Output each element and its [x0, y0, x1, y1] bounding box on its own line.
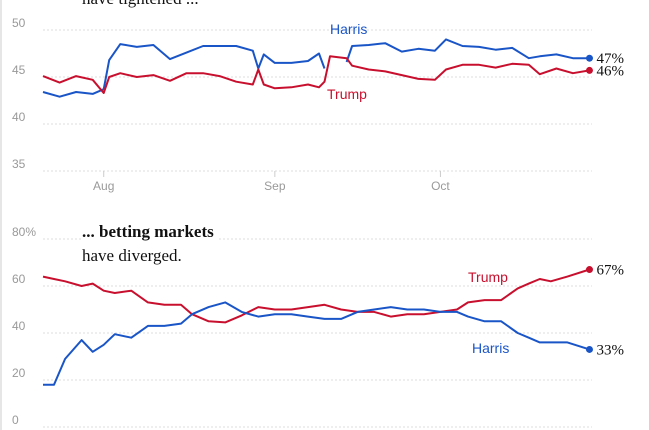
- annotation-top: have tightened ...: [82, 0, 203, 9]
- end-point-harris: [585, 345, 593, 353]
- annotation-bottom-bold: ... betting markets: [82, 221, 218, 242]
- end-value-label: 47%: [596, 51, 624, 67]
- y-tick-label: 50: [12, 16, 26, 30]
- y-tick-label: 60: [12, 272, 26, 286]
- end-point-harris: [585, 54, 593, 62]
- end-point-trump: [585, 66, 593, 74]
- y-tick-label: 45: [12, 63, 26, 77]
- end-value-label: 67%: [596, 263, 624, 279]
- y-tick-label: 40: [12, 110, 26, 124]
- series-label-trump: Trump: [327, 86, 367, 102]
- series-line-harris: [43, 301, 590, 386]
- x-tick-label: Aug: [93, 179, 114, 193]
- y-tick-label: 20: [12, 366, 26, 380]
- series-line-trump: [42, 55, 590, 94]
- end-value-label: 33%: [596, 342, 624, 358]
- series-label-trump: Trump: [468, 269, 508, 285]
- x-tick-label: Oct: [431, 179, 450, 193]
- annotation-bottom: have diverged.: [82, 245, 186, 266]
- y-tick-label: 40: [12, 319, 26, 333]
- series-label-harris: Harris: [330, 21, 367, 37]
- series-line-trump: [42, 268, 590, 324]
- series-line-harris: [42, 38, 590, 98]
- y-tick-label: 35: [12, 157, 26, 171]
- x-tick-label: Sep: [264, 179, 286, 193]
- y-tick-label: 80%: [12, 225, 36, 239]
- y-tick-label: 0: [12, 413, 19, 427]
- end-value-label: 46%: [596, 63, 624, 79]
- series-label-harris: Harris: [472, 340, 509, 356]
- end-point-trump: [585, 266, 593, 274]
